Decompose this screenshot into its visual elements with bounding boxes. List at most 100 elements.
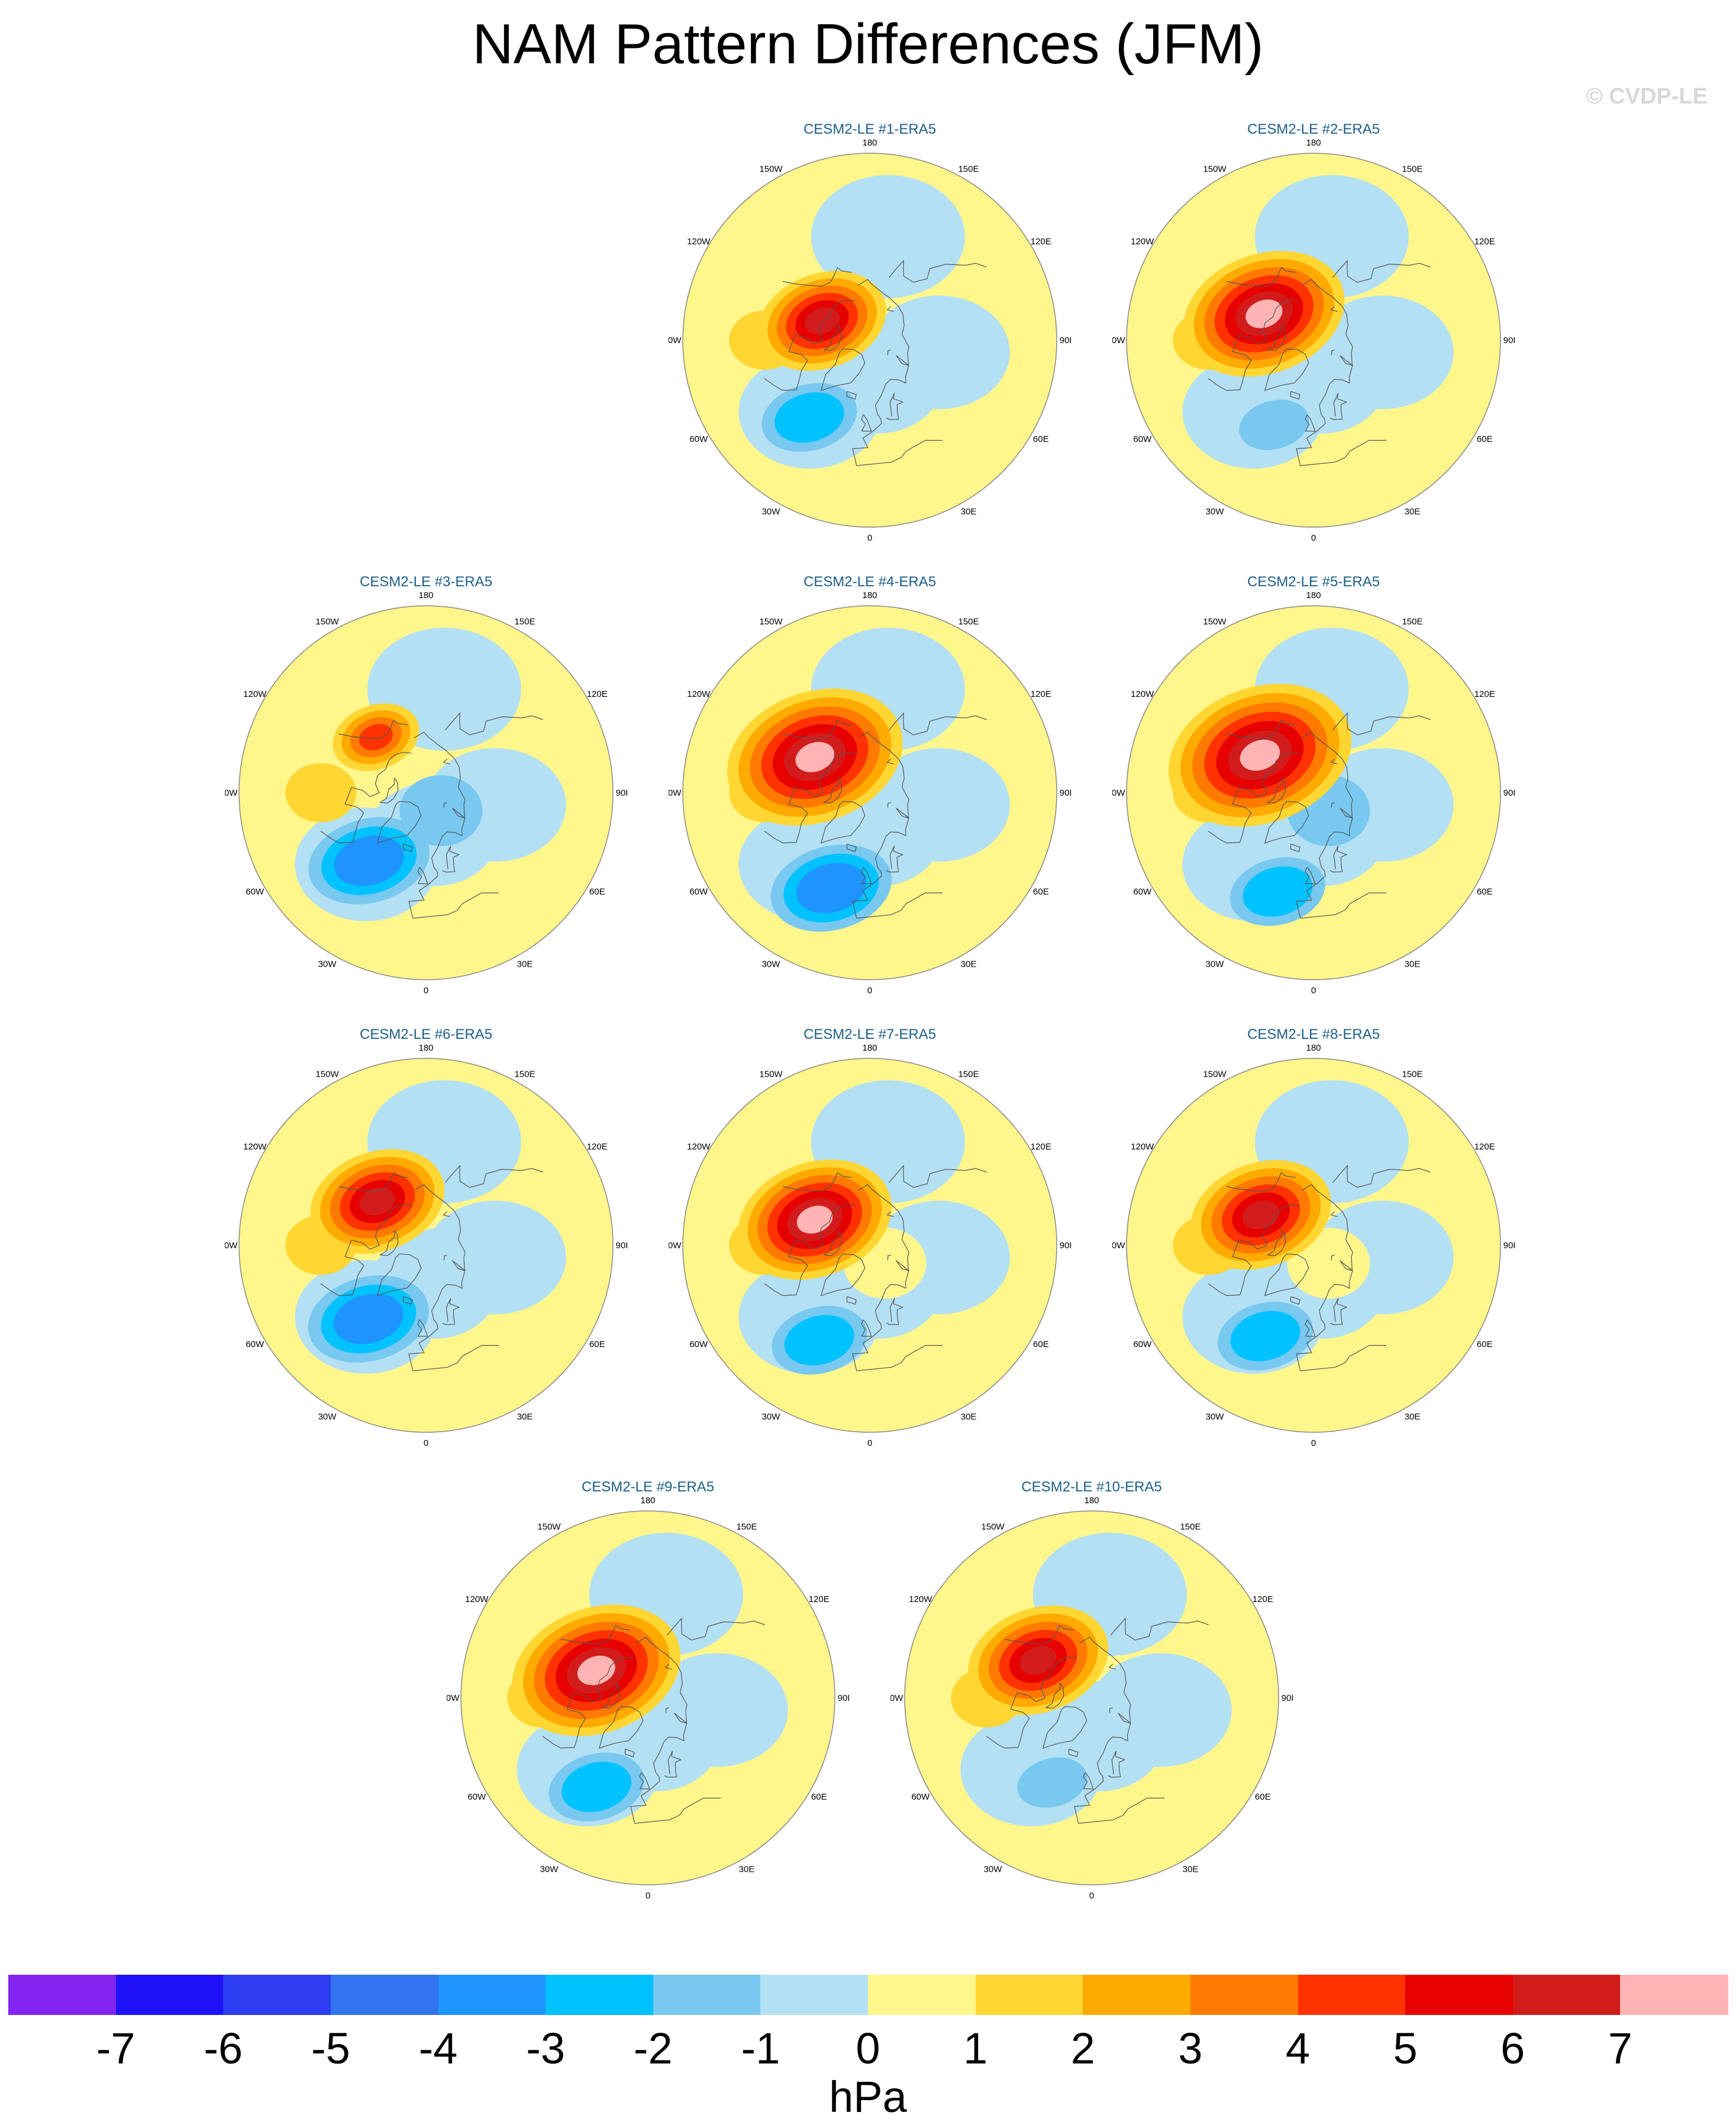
coastline [1108, 1664, 1116, 1670]
longitude-label: 0 [867, 986, 872, 994]
coastline [417, 867, 428, 884]
coastline [452, 808, 466, 819]
longitude-label: 30W [1206, 959, 1225, 969]
coastline [852, 279, 909, 466]
longitude-label: 0 [867, 1438, 872, 1446]
coastline [624, 1749, 635, 1758]
coastline [630, 1636, 688, 1824]
atlantic-low-contour [1239, 399, 1309, 450]
atlantic-low-contour [784, 1315, 854, 1365]
coastline [338, 1172, 408, 1192]
map-boundary [238, 1058, 614, 1433]
coastline [822, 1230, 843, 1257]
longitude-label: 90E [1060, 335, 1071, 345]
coastline [888, 259, 987, 283]
coastline [846, 1296, 857, 1305]
polar-map: 180 150E 120E 90E 60E 30E 0 30W 60W 90W 120W 150W [890, 1497, 1293, 1899]
longitude-label: 60E [1033, 434, 1049, 444]
coastline [542, 1656, 634, 1749]
pacific-high-contour [1245, 299, 1283, 328]
coastline [888, 712, 987, 735]
map-boundary [1126, 1058, 1501, 1433]
longitude-label: 120E [1253, 1594, 1273, 1604]
longitude-label: 180 [862, 592, 877, 600]
coastline [1305, 414, 1316, 432]
longitude-label: 180 [1306, 139, 1321, 148]
coastline [886, 306, 894, 312]
atlantic-low-contour [562, 1761, 632, 1813]
longitude-label: 180 [418, 1044, 433, 1053]
longitude-label: 90E [1503, 788, 1515, 798]
longitude-label: 150W [1203, 1070, 1227, 1080]
longitude-label: 90E [838, 1693, 849, 1703]
colorbar-tick-label: -7 [96, 2024, 135, 2073]
longitude-label: 60W [689, 1339, 708, 1349]
coastline [1109, 1707, 1113, 1713]
coastline [560, 1625, 630, 1645]
longitude-label: 120W [243, 689, 267, 699]
coastline [820, 800, 866, 844]
longitude-label: 90W [1112, 335, 1125, 345]
coastline [1340, 1260, 1353, 1271]
longitude-label: 90E [1503, 1241, 1515, 1251]
longitude-label: 150E [958, 1070, 979, 1080]
panel-title: CESM2-LE #6-ERA5 [359, 1026, 493, 1042]
colorbar-bin [330, 1975, 439, 2015]
longitude-label: 150W [1203, 164, 1227, 175]
coastline [1305, 867, 1316, 884]
longitude-label: 150E [514, 617, 535, 627]
coastline [886, 1211, 894, 1217]
longitude-label: 30W [540, 1864, 559, 1874]
longitude-label: 150W [1203, 617, 1227, 627]
longitude-label: 30E [1405, 1412, 1421, 1422]
longitude-label: 150E [1402, 617, 1422, 627]
coastline [443, 1255, 447, 1261]
coastline [896, 355, 909, 366]
longitude-label: 120W [687, 689, 711, 699]
longitude-label: 150W [759, 617, 783, 627]
longitude-label: 90W [669, 335, 682, 345]
longitude-label: 90E [1060, 788, 1071, 798]
longitude-label: 120E [587, 689, 608, 699]
polar-map: 180 150E 120E 90E 60E 30E 0 30W 60W 90W 120W 150W [1112, 1044, 1515, 1446]
coastline [379, 777, 399, 804]
coastline [1083, 1772, 1094, 1790]
polar-map: 180 150E 120E 90E 60E 30E 0 30W 60W 90W 120W 150W [1112, 592, 1515, 994]
coastline [846, 844, 857, 852]
coastline [1110, 1617, 1209, 1640]
coastline [1290, 1296, 1301, 1305]
map-panel: CESM2-LE #10-ERA5 180 150E 120E 90E 60E 30E 0 30… [873, 1479, 1311, 1899]
coastline [888, 1164, 987, 1188]
coastline [379, 1230, 399, 1257]
longitude-label: 60W [246, 887, 264, 897]
longitude-label: 150W [315, 617, 339, 627]
coastline [443, 802, 447, 808]
coastline [1118, 1713, 1131, 1724]
colorbar-tick-label: 3 [1178, 2024, 1203, 2073]
coastline [1108, 1751, 1126, 1778]
colorbar-bin [1083, 1975, 1191, 2015]
longitude-label: 30E [961, 1412, 977, 1422]
panel-title: CESM2-LE #4-ERA5 [803, 574, 937, 590]
coastline [412, 892, 499, 919]
longitude-label: 120W [465, 1594, 489, 1604]
coastline [1296, 731, 1353, 919]
longitude-label: 90W [890, 1693, 904, 1703]
colorbar-tick-label: -2 [633, 2024, 673, 2073]
longitude-label: 120W [687, 237, 711, 247]
panel-title: CESM2-LE #5-ERA5 [1247, 574, 1380, 590]
coastline [452, 1260, 466, 1271]
longitude-label: 150W [315, 1070, 339, 1080]
atlantic-low-contour [796, 863, 866, 913]
colorbar-bin [1405, 1975, 1514, 2015]
map-panel: CESM2-LE #3-ERA5 180 150E 120E 90E 60E 30E 0 30W… [207, 574, 645, 994]
colorbar-tick-label: 0 [856, 2024, 880, 2073]
longitude-label: 60E [1255, 1792, 1271, 1802]
longitude-label: 60E [589, 1339, 605, 1349]
longitude-label: 30E [1405, 959, 1421, 969]
longitude-label: 90W [447, 1693, 460, 1703]
longitude-label: 90E [616, 1241, 627, 1251]
coastline [852, 731, 909, 919]
atlantic-low-contour [333, 1293, 404, 1345]
longitude-label: 60W [246, 1339, 264, 1349]
